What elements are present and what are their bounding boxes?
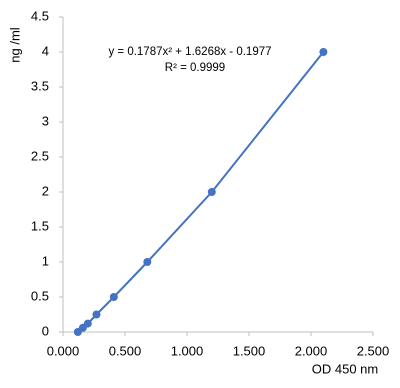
point xyxy=(83,319,92,328)
y-tick-label: 1 xyxy=(42,253,49,268)
point xyxy=(319,48,328,56)
x-tick-label: 1.000 xyxy=(171,343,204,358)
y-axis-title: ng /ml xyxy=(7,27,22,63)
y-tick-label: 3.5 xyxy=(31,78,49,93)
y-tick-label: 3 xyxy=(42,113,49,128)
x-tick-label: 2.500 xyxy=(357,343,390,358)
x-tick-label: 2.000 xyxy=(295,343,328,358)
r-squared: R² = 0.9999 xyxy=(165,62,225,74)
point xyxy=(143,258,152,266)
x-tick-label: 1.500 xyxy=(233,343,266,358)
x-tick-label: 0.000 xyxy=(47,343,80,358)
y-tick-label: 4.5 xyxy=(31,8,49,23)
y-tick-label: 0.5 xyxy=(31,288,49,303)
y-tick-label: 1.5 xyxy=(31,218,49,233)
y-tick-label: 4 xyxy=(42,43,49,58)
equation: y = 0.1787x² + 1.6268x - 0.1977 xyxy=(108,46,271,58)
trend-line xyxy=(77,51,325,333)
x-tick-label: 0.500 xyxy=(109,343,142,358)
x-axis-title: OD 450 nm xyxy=(312,361,378,376)
y-tick-label: 2 xyxy=(42,183,49,198)
point xyxy=(207,188,216,196)
point xyxy=(109,293,118,301)
point xyxy=(92,310,101,319)
y-tick-label: 0 xyxy=(42,323,49,338)
y-tick-label: 2.5 xyxy=(31,148,49,163)
